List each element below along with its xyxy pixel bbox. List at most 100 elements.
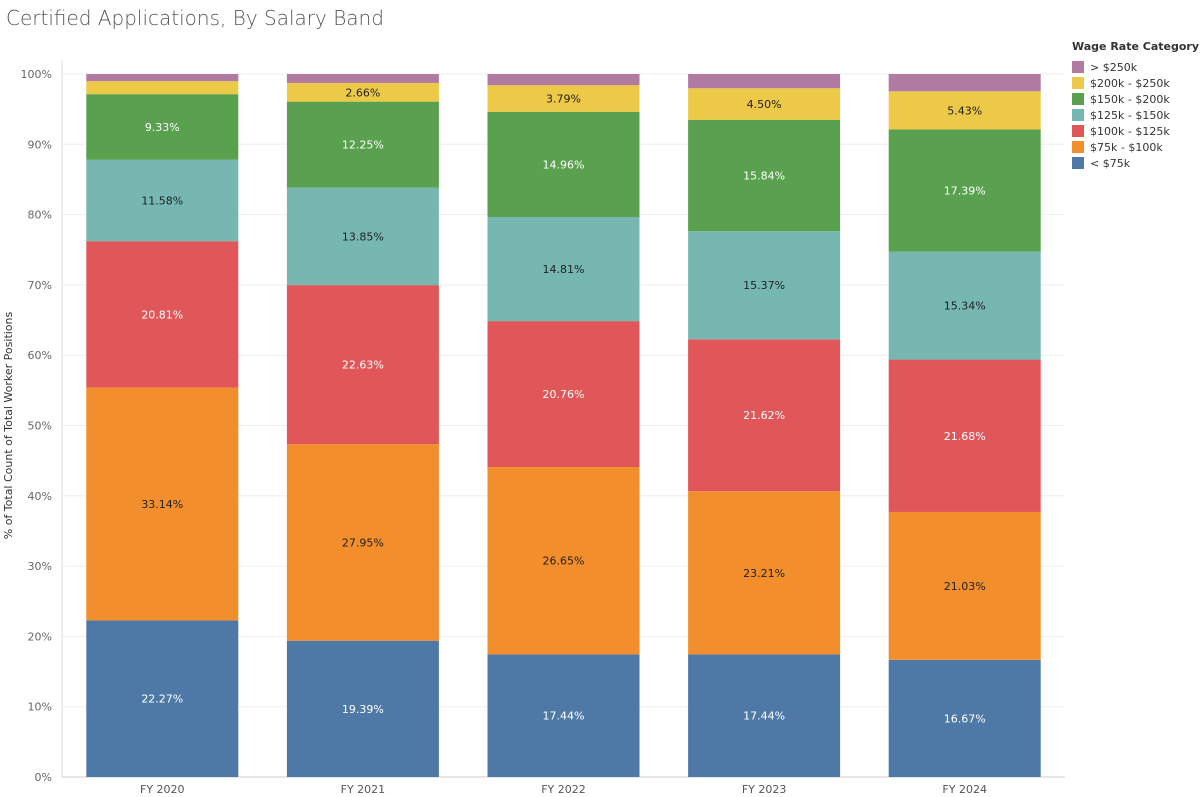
- data-label: 15.34%: [944, 300, 986, 313]
- bar-segment: [286, 285, 439, 445]
- y-tick-label: 90%: [28, 138, 52, 151]
- data-label: 14.96%: [543, 158, 585, 171]
- x-tick-label: FY 2023: [742, 783, 787, 796]
- bar-segment: [888, 91, 1041, 130]
- legend-item[interactable]: $200k - $250k: [1072, 75, 1199, 91]
- legend-swatch: [1072, 77, 1084, 89]
- bar-segment: [487, 85, 640, 112]
- bar-segment: [86, 74, 239, 82]
- y-tick-label: 20%: [28, 630, 52, 643]
- data-label: 20.76%: [543, 388, 585, 401]
- legend-swatch: [1072, 125, 1084, 137]
- data-label: 2.66%: [345, 86, 380, 99]
- bar-segment: [688, 231, 841, 340]
- bar-segment: [86, 241, 239, 388]
- x-tick-label: FY 2024: [942, 783, 987, 796]
- legend-item[interactable]: $100k - $125k: [1072, 123, 1199, 139]
- x-tick-label: FY 2022: [541, 783, 586, 796]
- y-tick-label: 40%: [28, 490, 52, 503]
- y-tick-label: 50%: [28, 420, 52, 433]
- data-label: 26.65%: [543, 555, 585, 568]
- legend-item[interactable]: $75k - $100k: [1072, 139, 1199, 155]
- data-label: 22.27%: [141, 693, 183, 706]
- y-tick-label: 60%: [28, 349, 52, 362]
- data-label: 13.85%: [342, 230, 384, 243]
- bar-segment: [888, 511, 1041, 660]
- y-tick-label: 0%: [35, 771, 52, 784]
- bar-segment: [286, 444, 439, 641]
- y-tick-label: 80%: [28, 209, 52, 222]
- bar-segment: [86, 159, 239, 242]
- bar-segment: [487, 654, 640, 777]
- y-axis-title: % of Total Count of Total Worker Positio…: [2, 311, 15, 539]
- data-label: 21.03%: [944, 580, 986, 593]
- data-label: 23.21%: [743, 567, 785, 580]
- data-label: 15.84%: [743, 170, 785, 183]
- data-label: 33.14%: [141, 498, 183, 511]
- data-label: 4.50%: [747, 98, 782, 111]
- legend-label: $200k - $250k: [1090, 76, 1170, 90]
- bar-segment: [487, 74, 640, 86]
- legend-item[interactable]: $125k - $150k: [1072, 107, 1199, 123]
- data-label: 21.68%: [944, 430, 986, 443]
- legend-label: < $75k: [1090, 156, 1131, 170]
- data-label: 20.81%: [141, 308, 183, 321]
- x-tick-label: FY 2020: [140, 783, 185, 796]
- x-tick-label: FY 2021: [341, 783, 386, 796]
- legend-label: $150k - $200k: [1090, 92, 1170, 106]
- bar-segment: [688, 491, 841, 655]
- bar-segment: [888, 129, 1041, 252]
- bar-segment: [86, 94, 239, 160]
- legend-swatch: [1072, 93, 1084, 105]
- bar-segment: [688, 119, 841, 232]
- bar-segment: [86, 620, 239, 777]
- data-label: 22.63%: [342, 359, 384, 372]
- legend-item[interactable]: < $75k: [1072, 155, 1199, 171]
- data-label: 17.44%: [743, 710, 785, 723]
- chart-title: Certified Applications, By Salary Band: [6, 6, 384, 30]
- bar-segment: [688, 654, 841, 777]
- data-label: 17.39%: [944, 185, 986, 198]
- legend-swatch: [1072, 109, 1084, 121]
- bar-segment: [286, 640, 439, 777]
- legend-swatch: [1072, 61, 1084, 73]
- legend-label: > $250k: [1090, 60, 1138, 74]
- legend-swatch: [1072, 141, 1084, 153]
- bar-segment: [888, 251, 1041, 360]
- data-label: 16.67%: [944, 712, 986, 725]
- legend-title: Wage Rate Category: [1072, 40, 1200, 53]
- data-label: 5.43%: [947, 104, 982, 117]
- data-label: 15.37%: [743, 279, 785, 292]
- legend-label: $75k - $100k: [1090, 140, 1163, 154]
- bar-segment: [286, 187, 439, 286]
- data-label: 19.39%: [342, 703, 384, 716]
- bar-segment: [688, 88, 841, 120]
- data-label: 21.62%: [743, 409, 785, 422]
- data-label: 9.33%: [145, 121, 180, 134]
- data-label: 12.25%: [342, 139, 384, 152]
- bar-segment: [888, 659, 1041, 777]
- legend: Wage Rate Category > $250k $200k - $250k $…: [1072, 40, 1199, 171]
- bar-segment: [286, 74, 439, 83]
- bar-segment: [86, 387, 239, 621]
- bar-segment: [487, 321, 640, 468]
- y-tick-label: 30%: [28, 560, 52, 573]
- data-label: 11.58%: [141, 194, 183, 207]
- bar-segment: [286, 82, 439, 102]
- data-label: 27.95%: [342, 536, 384, 549]
- bar-segment: [888, 74, 1041, 92]
- bar-segment: [487, 467, 640, 655]
- data-label: 17.44%: [543, 710, 585, 723]
- bar-segment: [688, 74, 841, 89]
- legend-item[interactable]: $150k - $200k: [1072, 91, 1199, 107]
- legend-label: $100k - $125k: [1090, 124, 1170, 138]
- y-tick-label: 100%: [21, 68, 52, 81]
- y-tick-label: 70%: [28, 279, 52, 292]
- bar-segment: [487, 216, 640, 322]
- data-label: 3.79%: [546, 92, 581, 105]
- bar-segment: [487, 111, 640, 217]
- legend-item[interactable]: > $250k: [1072, 59, 1199, 75]
- bar-segment: [286, 101, 439, 188]
- y-tick-label: 10%: [28, 701, 52, 714]
- legend-label: $125k - $150k: [1090, 108, 1170, 122]
